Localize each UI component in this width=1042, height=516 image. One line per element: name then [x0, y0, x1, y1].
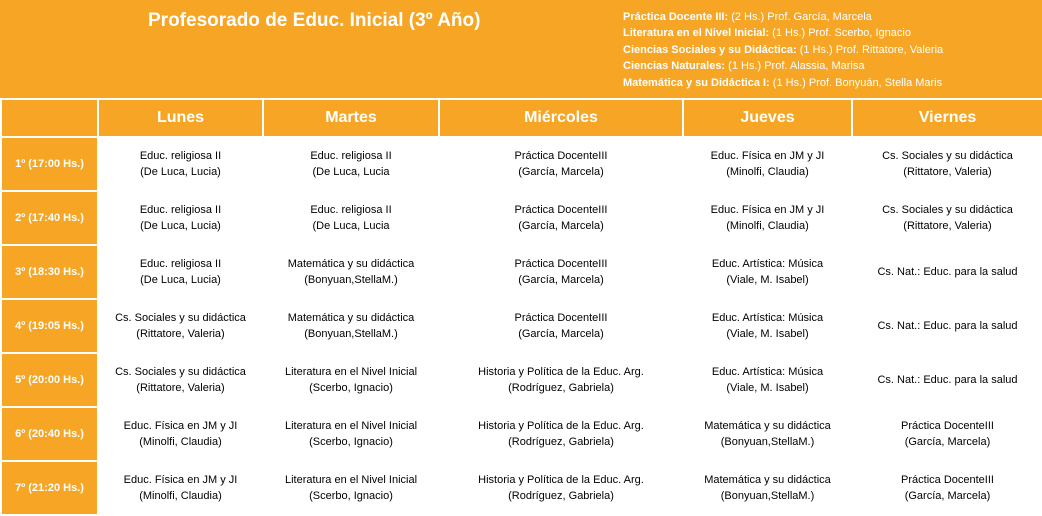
table-row: 6º (20:40 Hs.) Educ. Física en JM y JI (… [0, 406, 1042, 462]
class-cell: Historia y Política de la Educ. Arg. (Ro… [438, 460, 684, 516]
class-cell: Literatura en el Nivel Inicial (Scerbo, … [262, 460, 440, 516]
class-cell: Educ. religiosa II (De Luca, Lucia [262, 136, 440, 192]
teacher-detail: (1 Hs.) Prof. Bonyuán, Stella Maris [769, 76, 943, 89]
class-cell: Literatura en el Nivel Inicial (Scerbo, … [262, 352, 440, 408]
day-header-jueves: Jueves [682, 98, 853, 138]
teacher-detail: (1 Hs.) Prof. Rittatore, Valeria [796, 43, 944, 56]
teacher-detail: (1 Hs.) Prof. Scerbo, Ignacio [769, 27, 911, 40]
class-cell: Práctica DocenteIII (García, Marcela) [851, 460, 1042, 516]
day-header-miercoles: Miércoles [438, 98, 684, 138]
class-cell: Matemática y su didáctica (Bonyuan,Stell… [682, 460, 853, 516]
class-cell: Educ. Artística: Música (Viale, M. Isabe… [682, 244, 853, 300]
page-title: Profesorado de Educ. Inicial (3º Año) [148, 10, 481, 31]
class-cell: Cs. Sociales y su didáctica (Rittatore, … [97, 298, 264, 354]
table-row: 7º (21:20 Hs.) Educ. Física en JM y JI (… [0, 460, 1042, 516]
class-cell: Práctica DocenteIII (García, Marcela) [851, 406, 1042, 462]
teacher-subject: Práctica Docente III: [623, 11, 729, 23]
teacher-detail: (1 Hs.) Prof. Alassia, Marisa [725, 60, 865, 73]
time-slot-label: 5º (20:00 Hs.) [0, 352, 99, 408]
class-cell: Historia y Política de la Educ. Arg. (Ro… [438, 406, 684, 462]
time-slot-label: 7º (21:20 Hs.) [0, 460, 99, 516]
class-cell: Literatura en el Nivel Inicial (Scerbo, … [262, 406, 440, 462]
teacher-subject: Ciencias Naturales: [623, 60, 726, 73]
table-row: 5º (20:00 Hs.) Cs. Sociales y su didácti… [0, 352, 1042, 408]
class-cell: Educ. religiosa II (De Luca, Lucia) [97, 190, 264, 246]
class-cell: Educ. Física en JM y JI (Minolfi, Claudi… [682, 136, 853, 192]
table-row: 4º (19:05 Hs.) Cs. Sociales y su didácti… [0, 298, 1042, 354]
time-slot-label: 3º (18:30 Hs.) [0, 244, 99, 300]
class-cell: Educ. Física en JM y JI (Minolfi, Claudi… [97, 460, 264, 516]
teacher-subject: Literatura en el Nivel Inicial: [623, 27, 770, 40]
class-cell: Matemática y su didáctica (Bonyuan,Stell… [682, 406, 853, 462]
class-cell: Cs. Nat.: Educ. para la salud [851, 298, 1042, 354]
class-cell: Educ. Física en JM y JI (Minolfi, Claudi… [682, 190, 853, 246]
time-slot-label: 4º (19:05 Hs.) [0, 298, 99, 354]
corner-cell [0, 98, 99, 138]
teacher-line: Matemática y su Didáctica I: (1 Hs.) Pro… [623, 75, 943, 91]
time-slot-label: 2º (17:40 Hs.) [0, 190, 99, 246]
time-slot-label: 1º (17:00 Hs.) [0, 136, 99, 192]
class-cell: Cs. Nat.: Educ. para la salud [851, 244, 1042, 300]
class-cell: Cs. Nat.: Educ. para la salud [851, 352, 1042, 408]
class-cell: Educ. Artística: Música (Viale, M. Isabe… [682, 352, 853, 408]
class-cell: Cs. Sociales y su didáctica (Rittatore, … [97, 352, 264, 408]
day-header-row: Lunes Martes Miércoles Jueves Viernes [0, 98, 1042, 138]
teacher-list: Práctica Docente III: (2 Hs.) Prof. Garc… [623, 9, 943, 91]
teacher-line: Práctica Docente III: (2 Hs.) Prof. Garc… [623, 9, 943, 25]
class-cell: Práctica DocenteIII (García, Marcela) [438, 190, 684, 246]
class-cell: Práctica DocenteIII (García, Marcela) [438, 136, 684, 192]
teacher-subject: Ciencias Sociales y su Didáctica: [623, 43, 797, 56]
teacher-line: Ciencias Sociales y su Didáctica: (1 Hs.… [623, 42, 943, 58]
teacher-subject: Matemática y su Didáctica I: [623, 76, 770, 89]
class-cell: Educ. Artística: Música (Viale, M. Isabe… [682, 298, 853, 354]
class-cell: Práctica DocenteIII (García, Marcela) [438, 298, 684, 354]
schedule-table: Lunes Martes Miércoles Jueves Viernes 1º… [0, 98, 1042, 516]
teacher-line: Literatura en el Nivel Inicial: (1 Hs.) … [623, 25, 943, 41]
teacher-line: Ciencias Naturales: (1 Hs.) Prof. Alassi… [623, 58, 943, 74]
class-cell: Cs. Sociales y su didáctica (Rittatore, … [851, 190, 1042, 246]
class-cell: Matemática y su didáctica (Bonyuan,Stell… [262, 298, 440, 354]
header-banner: Profesorado de Educ. Inicial (3º Año) Pr… [0, 0, 1042, 98]
day-header-lunes: Lunes [97, 98, 264, 138]
class-cell: Matemática y su didáctica (Bonyuan,Stell… [262, 244, 440, 300]
class-cell: Educ. religiosa II (De Luca, Lucia) [97, 244, 264, 300]
class-cell: Historia y Política de la Educ. Arg. (Ro… [438, 352, 684, 408]
class-cell: Práctica DocenteIII (García, Marcela) [438, 244, 684, 300]
table-row: 1º (17:00 Hs.) Educ. religiosa II (De Lu… [0, 136, 1042, 192]
class-cell: Educ. religiosa II (De Luca, Lucia [262, 190, 440, 246]
class-cell: Educ. religiosa II (De Luca, Lucia) [97, 136, 264, 192]
table-row: 2º (17:40 Hs.) Educ. religiosa II (De Lu… [0, 190, 1042, 246]
table-row: 3º (18:30 Hs.) Educ. religiosa II (De Lu… [0, 244, 1042, 300]
teacher-detail: (2 Hs.) Prof. García, Marcela [728, 11, 872, 23]
day-header-martes: Martes [262, 98, 440, 138]
day-header-viernes: Viernes [851, 98, 1042, 138]
class-cell: Educ. Física en JM y JI (Minolfi, Claudi… [97, 406, 264, 462]
class-cell: Cs. Sociales y su didáctica (Rittatore, … [851, 136, 1042, 192]
time-slot-label: 6º (20:40 Hs.) [0, 406, 99, 462]
